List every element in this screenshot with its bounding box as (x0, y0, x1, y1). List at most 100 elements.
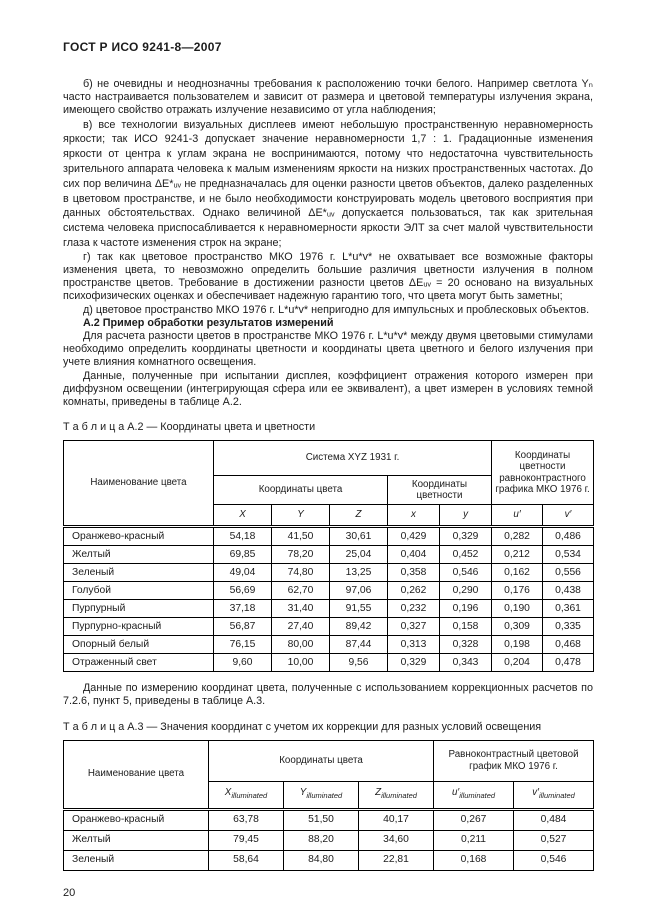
table-a3-corrected-coordinates: Наименование цвета Координаты цвета Равн… (63, 739, 595, 871)
table-cell: 13,25 (329, 563, 388, 583)
column-header-X-illuminated: Xilluminated (208, 780, 284, 810)
table-cell: 69,85 (213, 545, 272, 565)
paragraph-data: Данные, полученные при испытании дисплея… (63, 369, 593, 409)
column-header-chroma-coords: Координаты цветности (386, 475, 493, 506)
table-cell: 76,15 (213, 635, 272, 655)
table-cell: 9,60 (213, 653, 272, 673)
table-cell: 0,262 (387, 581, 440, 601)
table-cell: 0,232 (387, 599, 440, 619)
variable-base: u′ (451, 787, 460, 799)
column-header-color-coords: Координаты цвета (207, 739, 435, 782)
table-cell: 41,50 (271, 525, 330, 547)
table-a2-caption: Т а б л и ц а А.2 — Координаты цвета и ц… (63, 421, 316, 434)
table-cell: 84,80 (283, 849, 359, 871)
table-cell: Желтый (63, 545, 214, 565)
paragraph-correction-data: Данные по измерению координат цвета, пол… (63, 682, 593, 708)
table-row: Голубой 56,69 62,70 97,06 0,262 0,290 0,… (63, 581, 595, 601)
table-cell: 0,168 (433, 849, 515, 871)
variable-subscript: illuminated (538, 791, 575, 801)
table-cell: 9,56 (329, 653, 388, 673)
standard-designation: ГОСТ Р ИСО 9241-8—2007 (63, 40, 222, 54)
table-cell: 0,452 (438, 545, 493, 565)
page-number: 20 (63, 886, 76, 899)
variable-subscript: illuminated (381, 791, 417, 801)
column-header-y: y (438, 504, 493, 528)
table-cell: 0,546 (513, 849, 595, 871)
column-header-uniform-chart: Координаты цветности равноконтрастного г… (491, 440, 595, 506)
paragraph-d: д) цветовое пространство МКО 1976 г. L*u… (83, 303, 590, 316)
table-row: Желтый 69,85 78,20 25,04 0,404 0,452 0,2… (63, 545, 595, 565)
table-cell: 88,20 (283, 829, 359, 851)
table-cell: Опорный белый (63, 635, 214, 655)
column-header-v-prime-illuminated: v′illuminated (513, 780, 595, 810)
paragraph-v: в) все технологии визуальных дисплеев им… (63, 118, 593, 249)
table-cell: 0,309 (491, 617, 544, 637)
table-cell: 22,81 (357, 849, 435, 871)
table-cell: 54,18 (213, 525, 272, 547)
table-cell: Пурпурный (63, 599, 214, 619)
column-header-x: x (387, 504, 440, 528)
table-cell: 0,212 (491, 545, 544, 565)
table-cell: 78,20 (271, 545, 330, 565)
body-text: б) не очевидны и неоднозначны требования… (63, 78, 593, 409)
table-cell: 0,176 (491, 581, 544, 601)
table-cell: 0,358 (387, 563, 440, 583)
table-cell: 74,80 (271, 563, 330, 583)
table-cell: 87,44 (329, 635, 388, 655)
table-cell: 62,70 (271, 581, 330, 601)
section-heading-a2: А.2 Пример обработки результатов измерен… (83, 316, 334, 329)
table-cell: 0,329 (387, 653, 440, 673)
table-cell: 0,478 (542, 653, 595, 673)
table-cell: 0,527 (513, 829, 595, 851)
table-row: Оранжево-красный 63,78 51,50 40,17 0,267… (63, 807, 595, 831)
table-a2-color-coordinates: Наименование цвета Система XYZ 1931 г. К… (63, 440, 595, 673)
table-cell: Зеленый (63, 849, 209, 871)
paragraph-g: г) так как цветовое пространство МКО 197… (63, 250, 593, 303)
table-cell: 0,438 (542, 581, 595, 601)
table-cell: 0,329 (438, 525, 493, 547)
table-cell: 0,468 (542, 635, 595, 655)
table-cell: 0,556 (542, 563, 595, 583)
variable-base: Z (375, 787, 382, 799)
table-row: Опорный белый 76,15 80,00 87,44 0,313 0,… (63, 635, 595, 655)
table-cell: 0,313 (387, 635, 440, 655)
table-cell: 0,486 (542, 525, 595, 547)
table-cell: 0,429 (387, 525, 440, 547)
table-cell: 79,45 (208, 829, 284, 851)
variable-subscript: illuminated (459, 791, 496, 801)
table-cell: Отраженный свет (63, 653, 214, 673)
table-cell: 0,343 (438, 653, 493, 673)
column-header-Y: Y (271, 504, 330, 528)
column-header-Y-illuminated: Yilluminated (283, 780, 359, 810)
table-cell: 27,40 (271, 617, 330, 637)
table-cell: 30,61 (329, 525, 388, 547)
column-header-Z: Z (329, 504, 388, 528)
column-header-color-name: Наименование цвета (63, 739, 209, 810)
table-cell: 0,546 (438, 563, 493, 583)
variable-base: v′ (532, 787, 539, 799)
table-cell: 0,267 (433, 807, 515, 831)
table-cell: 0,328 (438, 635, 493, 655)
table-cell: 91,55 (329, 599, 388, 619)
column-header-uniform-chart: Равноконтрастный цветовой график МКО 197… (433, 739, 595, 782)
table-cell: 58,64 (208, 849, 284, 871)
table-cell: 97,06 (329, 581, 388, 601)
table-cell: 49,04 (213, 563, 272, 583)
column-header-u-prime: u′ (491, 504, 544, 528)
table-cell: 89,42 (329, 617, 388, 637)
table-cell: 0,198 (491, 635, 544, 655)
table-row: Желтый 79,45 88,20 34,60 0,211 0,527 (63, 829, 595, 851)
table-cell: 80,00 (271, 635, 330, 655)
table-row: Зеленый 58,64 84,80 22,81 0,168 0,546 (63, 849, 595, 871)
column-header-Z-illuminated: Zilluminated (357, 780, 435, 810)
table-cell: 0,158 (438, 617, 493, 637)
table-cell: 0,361 (542, 599, 595, 619)
table-cell: 34,60 (357, 829, 435, 851)
table-cell: 0,484 (513, 807, 595, 831)
table-cell: 63,78 (208, 807, 284, 831)
variable-subscript: illuminated (231, 791, 268, 801)
table-cell: 37,18 (213, 599, 272, 619)
table-cell: 0,290 (438, 581, 493, 601)
table-cell: 0,327 (387, 617, 440, 637)
table-cell: 0,162 (491, 563, 544, 583)
